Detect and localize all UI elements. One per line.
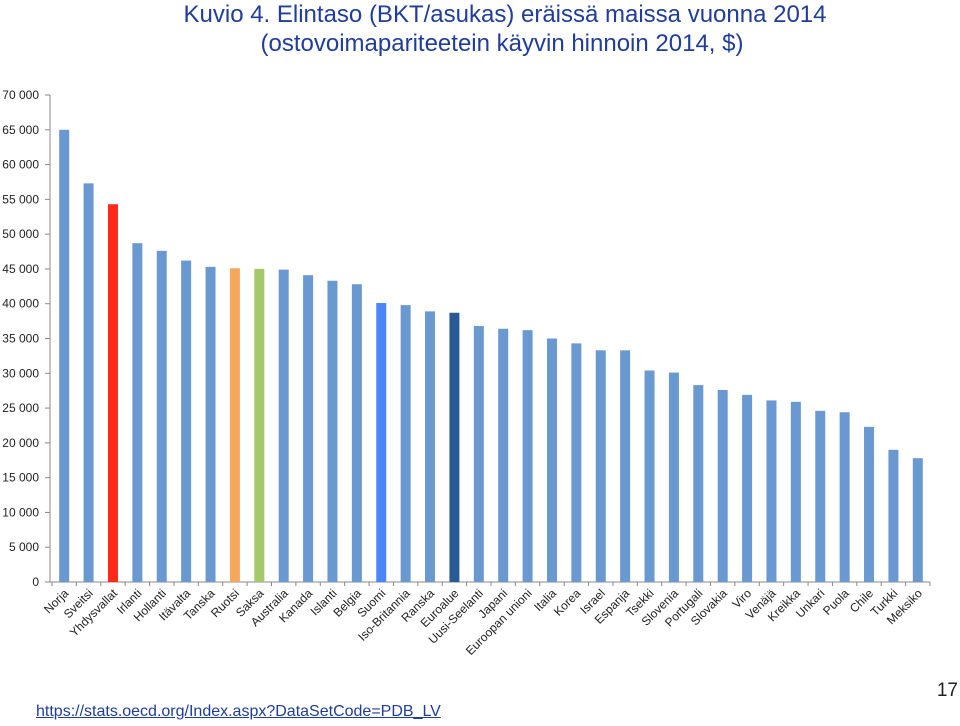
bar-saksa (254, 268, 265, 582)
bar-viro (742, 394, 753, 582)
y-tick-label: 10 000 (2, 505, 39, 519)
chart-title-line-1: Kuvio 4. Elintaso (BKT/asukas) eräissä m… (183, 1, 827, 28)
y-tick-label: 20 000 (2, 436, 39, 450)
y-tick-label: 0 (32, 575, 39, 589)
y-tick-label: 5 000 (9, 540, 39, 554)
bar-it-valta (181, 260, 192, 582)
chart-title: Kuvio 4. Elintaso (BKT/asukas) eräissä m… (0, 0, 960, 58)
y-tick-label: 55 000 (2, 192, 39, 206)
bar-italia (546, 338, 557, 582)
bar-korea (571, 343, 582, 582)
bar-espanja (620, 350, 631, 582)
bar-kreikka (790, 401, 801, 582)
bar-portugali (693, 385, 704, 582)
bar-sveitsi (83, 183, 94, 582)
page-number: 17 (936, 680, 958, 701)
x-category-label: Korea (551, 586, 584, 619)
bar-unkari (815, 410, 826, 582)
x-category-label: Puola (820, 586, 852, 618)
chart-title-line-2: (ostovoimapariteetein käyvin hinnoin 201… (260, 30, 744, 57)
bar-irlanti (132, 243, 143, 583)
y-tick-label: 45 000 (2, 262, 39, 276)
bar-turkki (888, 449, 899, 582)
bar-slovakia (717, 389, 728, 582)
bar-ranska (425, 311, 436, 582)
bar-meksiko (912, 458, 923, 582)
bar-chile (864, 426, 875, 582)
bar-iso-britannia (400, 305, 411, 582)
bar-yhdysvallat (107, 204, 118, 582)
bar-israel (595, 350, 606, 582)
y-tick-label: 35 000 (2, 332, 39, 346)
bar-ruotsi (229, 268, 240, 582)
y-tick-label: 60 000 (2, 158, 39, 172)
bar-japani (498, 328, 509, 582)
y-tick-label: 25 000 (2, 401, 39, 415)
bar-euroopan-unioni (522, 330, 533, 582)
bar-ven-j- (766, 400, 777, 582)
bar-suomi (376, 303, 387, 582)
bar-hollanti (156, 250, 167, 582)
bar-euroalue (449, 312, 460, 582)
y-tick-label: 30 000 (2, 366, 39, 380)
source-link[interactable]: https://stats.oecd.org/Index.aspx?DataSe… (36, 703, 441, 720)
bar-slovenia (668, 372, 679, 582)
y-tick-label: 15 000 (2, 471, 39, 485)
bar-uusi-seelanti (473, 325, 484, 582)
y-tick-label: 50 000 (2, 227, 39, 241)
bar-belgia (351, 284, 362, 582)
bar-tsekki (644, 370, 655, 582)
bar-islanti (327, 280, 338, 582)
bar-chart: 0 5 000 10 000 15 000 20 000 25 000 30 000 35 0… (2, 88, 931, 658)
y-tick-label: 40 000 (2, 297, 39, 311)
bar-norja (59, 129, 70, 583)
bar-puola (839, 412, 850, 582)
bar-kanada (303, 275, 314, 582)
bar-australia (278, 269, 289, 582)
y-tick-label: 65 000 (2, 123, 39, 137)
bar-tanska (205, 266, 216, 582)
y-tick-label: 70 000 (2, 88, 39, 102)
